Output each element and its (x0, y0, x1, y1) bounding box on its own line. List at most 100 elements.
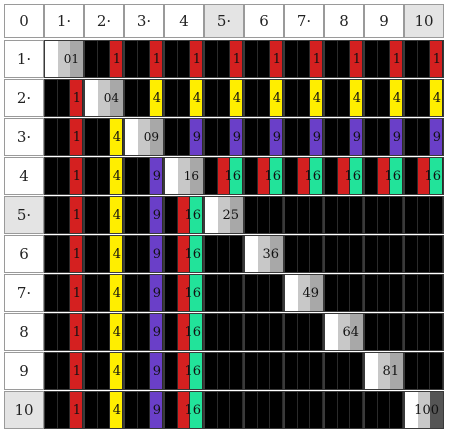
grid-cell[interactable]: 4 (84, 352, 124, 390)
grid-cell[interactable]: 16 (164, 157, 204, 195)
grid-cell[interactable]: 9 (244, 118, 284, 156)
grid-cell[interactable]: 09 (124, 118, 164, 156)
grid-cell[interactable]: 9 (364, 118, 404, 156)
grid-cell[interactable] (284, 313, 324, 351)
grid-cell[interactable]: 1 (44, 391, 84, 429)
column-header[interactable]: 4 (164, 4, 204, 38)
grid-cell[interactable] (364, 235, 404, 273)
grid-cell[interactable] (244, 274, 284, 312)
grid-cell[interactable]: 9 (124, 313, 164, 351)
grid-cell[interactable]: 01 (44, 40, 84, 78)
grid-cell[interactable]: 1 (44, 235, 84, 273)
grid-cell[interactable] (204, 352, 244, 390)
column-header[interactable]: 1· (44, 4, 84, 38)
grid-cell[interactable] (404, 235, 444, 273)
grid-cell[interactable]: 9 (404, 118, 444, 156)
row-header[interactable]: 7· (4, 274, 44, 312)
grid-cell[interactable]: 16 (164, 196, 204, 234)
grid-cell[interactable]: 36 (244, 235, 284, 273)
grid-cell[interactable]: 16 (164, 391, 204, 429)
grid-cell[interactable] (324, 391, 364, 429)
grid-cell[interactable]: 4 (164, 79, 204, 117)
grid-cell[interactable] (404, 313, 444, 351)
grid-cell[interactable]: 04 (84, 79, 124, 117)
grid-cell[interactable] (204, 391, 244, 429)
grid-cell[interactable]: 16 (364, 157, 404, 195)
grid-cell[interactable]: 4 (244, 79, 284, 117)
grid-cell[interactable]: 81 (364, 352, 404, 390)
grid-cell[interactable]: 16 (404, 157, 444, 195)
grid-cell[interactable] (404, 352, 444, 390)
grid-cell[interactable]: 4 (364, 79, 404, 117)
column-header[interactable]: 2· (84, 4, 124, 38)
row-header[interactable]: 10 (4, 391, 44, 429)
column-header[interactable]: 9 (364, 4, 404, 38)
grid-cell[interactable]: 16 (164, 235, 204, 273)
grid-cell[interactable]: 9 (164, 118, 204, 156)
grid-cell[interactable]: 16 (284, 157, 324, 195)
grid-cell[interactable] (324, 235, 364, 273)
grid-cell[interactable] (404, 274, 444, 312)
row-header[interactable]: 9 (4, 352, 44, 390)
grid-cell[interactable] (324, 196, 364, 234)
grid-cell[interactable]: 4 (284, 79, 324, 117)
grid-cell[interactable]: 64 (324, 313, 364, 351)
grid-cell[interactable]: 1 (364, 40, 404, 78)
grid-cell[interactable]: 1 (44, 352, 84, 390)
grid-cell[interactable]: 1 (284, 40, 324, 78)
grid-cell[interactable]: 1 (44, 313, 84, 351)
grid-cell[interactable]: 9 (124, 391, 164, 429)
grid-cell[interactable]: 4 (124, 79, 164, 117)
grid-cell[interactable]: 16 (204, 157, 244, 195)
grid-cell[interactable]: 1 (124, 40, 164, 78)
row-header[interactable]: 1· (4, 40, 44, 78)
grid-cell[interactable]: 16 (164, 352, 204, 390)
grid-cell[interactable]: 1 (44, 79, 84, 117)
grid-cell[interactable]: 4 (204, 79, 244, 117)
grid-cell[interactable]: 4 (84, 157, 124, 195)
grid-cell[interactable] (284, 235, 324, 273)
grid-cell[interactable]: 9 (204, 118, 244, 156)
grid-cell[interactable]: 1 (324, 40, 364, 78)
grid-cell[interactable] (204, 274, 244, 312)
grid-cell[interactable]: 1 (84, 40, 124, 78)
grid-cell[interactable]: 1 (404, 40, 444, 78)
grid-cell[interactable]: 9 (284, 118, 324, 156)
grid-cell[interactable]: 4 (324, 79, 364, 117)
grid-cell[interactable] (364, 196, 404, 234)
grid-cell[interactable]: 16 (244, 157, 284, 195)
grid-cell[interactable]: 4 (84, 391, 124, 429)
column-header[interactable]: 7· (284, 4, 324, 38)
grid-cell[interactable]: 4 (404, 79, 444, 117)
grid-cell[interactable]: 4 (84, 196, 124, 234)
grid-cell[interactable]: 1 (204, 40, 244, 78)
grid-cell[interactable] (244, 352, 284, 390)
column-header[interactable]: 3· (124, 4, 164, 38)
grid-cell[interactable]: 9 (324, 118, 364, 156)
row-header[interactable]: 8 (4, 313, 44, 351)
grid-cell[interactable]: 16 (324, 157, 364, 195)
grid-cell[interactable]: 1 (44, 157, 84, 195)
grid-cell[interactable]: 1 (44, 274, 84, 312)
grid-cell[interactable]: 4 (84, 118, 124, 156)
grid-cell[interactable] (284, 196, 324, 234)
row-header[interactable]: 3· (4, 118, 44, 156)
row-header[interactable]: 4 (4, 157, 44, 195)
grid-cell[interactable]: 16 (164, 313, 204, 351)
grid-cell[interactable] (244, 391, 284, 429)
grid-cell[interactable]: 25 (204, 196, 244, 234)
grid-cell[interactable]: 9 (124, 274, 164, 312)
grid-cell[interactable]: 1 (164, 40, 204, 78)
grid-cell[interactable]: 9 (124, 235, 164, 273)
column-header[interactable]: 10 (404, 4, 444, 38)
grid-cell[interactable] (244, 196, 284, 234)
grid-cell[interactable] (404, 196, 444, 234)
grid-cell[interactable] (204, 313, 244, 351)
grid-cell[interactable]: 4 (84, 313, 124, 351)
column-header[interactable]: 5· (204, 4, 244, 38)
grid-cell[interactable]: 16 (164, 274, 204, 312)
column-header[interactable]: 6 (244, 4, 284, 38)
grid-cell[interactable] (364, 313, 404, 351)
grid-cell[interactable]: 1 (44, 196, 84, 234)
grid-cell[interactable]: 9 (124, 157, 164, 195)
